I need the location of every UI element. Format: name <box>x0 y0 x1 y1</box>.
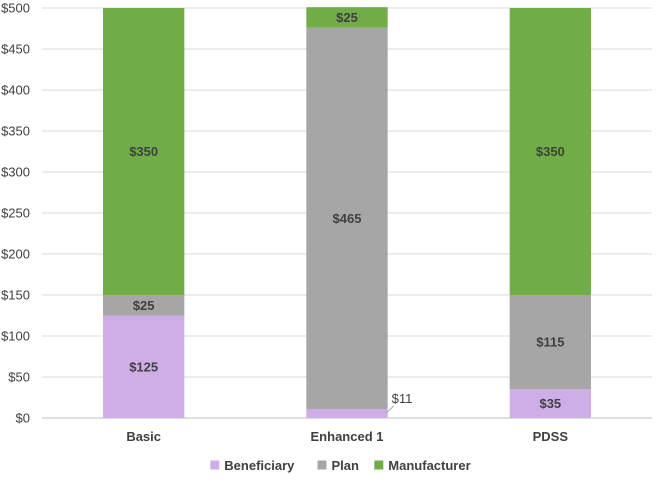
data-label: $350 <box>129 144 158 159</box>
y-tick-label: $0 <box>16 411 30 426</box>
x-category-label: Basic <box>126 429 161 444</box>
x-axis-category-labels: Basic Enhanced 1 PDSS <box>126 429 568 444</box>
bar-segment-plan <box>509 295 591 390</box>
data-label: $25 <box>336 10 358 25</box>
data-label: $350 <box>536 144 565 159</box>
data-label: $115 <box>536 335 564 350</box>
bar-segment-manufacturer <box>509 8 591 295</box>
legend-label: Beneficiary <box>224 458 295 473</box>
legend-swatch <box>210 460 220 470</box>
legend: Beneficiary Plan Manufacturer <box>210 458 471 473</box>
y-tick-label: $250 <box>1 206 30 221</box>
x-category-label: PDSS <box>533 429 569 444</box>
bar-segment-plan <box>306 27 388 409</box>
bar-segment-manufacturer <box>306 7 388 28</box>
bar-segment-manufacturer <box>103 8 185 295</box>
data-label: $11 <box>392 391 413 406</box>
y-tick-label: $100 <box>1 329 30 344</box>
data-label: $465 <box>333 211 362 226</box>
x-category-label: Enhanced 1 <box>311 429 384 444</box>
data-labels: $125 $25 $350 $11 $465 $25 $35 $115 $350 <box>129 10 565 414</box>
y-tick-label: $200 <box>1 247 30 262</box>
bar-segment-beneficiary <box>509 389 591 418</box>
legend-swatch <box>374 460 384 470</box>
bar-segment-beneficiary <box>103 315 185 418</box>
data-label-leader-line <box>385 405 395 414</box>
y-axis-tick-labels: $0 $50 $100 $150 $200 $250 $300 $350 $400 $450 $50… <box>1 1 30 426</box>
legend-label: Manufacturer <box>388 458 470 473</box>
y-tick-label: $350 <box>1 124 30 139</box>
y-tick-label: $400 <box>1 83 30 98</box>
bars <box>103 7 591 418</box>
y-tick-label: $300 <box>1 165 30 180</box>
data-label: $25 <box>133 298 155 313</box>
data-label: $35 <box>539 396 561 411</box>
y-tick-label: $450 <box>1 42 30 57</box>
legend-swatch <box>317 460 327 470</box>
y-tick-label: $150 <box>1 288 30 303</box>
legend-item-plan: Plan <box>317 458 360 473</box>
bar-segment-beneficiary <box>306 408 388 418</box>
legend-item-manufacturer: Manufacturer <box>374 458 471 473</box>
y-tick-label: $50 <box>8 370 30 385</box>
legend-item-beneficiary: Beneficiary <box>210 458 295 473</box>
data-label: $125 <box>129 359 158 374</box>
y-tick-label: $500 <box>1 1 30 16</box>
legend-label: Plan <box>332 458 360 473</box>
bar-segment-plan <box>103 295 185 316</box>
